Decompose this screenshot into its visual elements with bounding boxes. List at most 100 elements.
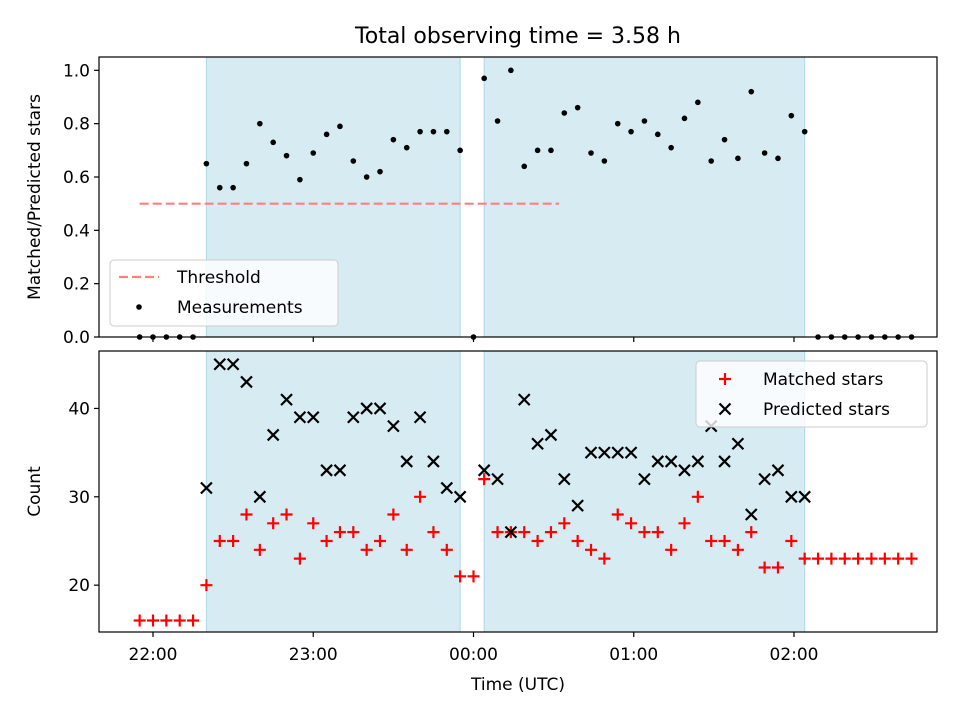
matched-stars-point [585, 543, 598, 556]
matched-stars-point [718, 534, 731, 547]
bottom-series-x [200, 357, 811, 539]
top-shaded-interval-1 [483, 56, 806, 338]
matched-stars-point [705, 534, 718, 547]
legend-box [109, 259, 339, 327]
measurement-point [323, 131, 330, 138]
matched-stars-point [427, 526, 440, 539]
matched-stars-point [892, 552, 905, 565]
measurement-point [654, 131, 661, 138]
matched-stars-point [491, 526, 504, 539]
matched-stars-point [518, 526, 531, 539]
matched-stars-point [638, 526, 651, 539]
measurement-point [628, 128, 634, 135]
x-tick-label: 22:00 [129, 645, 178, 665]
predicted-stars-point [360, 402, 373, 415]
predicted-stars-point [731, 437, 745, 451]
measurement-point [548, 147, 554, 154]
matched-stars-point [414, 490, 427, 503]
legend-matched-label: Matched stars [763, 370, 883, 390]
predicted-stars-point [584, 446, 598, 459]
top-y-tick-label: 0.4 [63, 221, 90, 241]
measurement-point [337, 123, 343, 130]
predicted-stars-point [491, 472, 504, 486]
measurement-point [561, 110, 568, 116]
predicted-stars-point [226, 357, 240, 371]
matched-stars-point [625, 517, 638, 530]
predicted-stars-point [347, 410, 360, 424]
bottom-panel: 20 30 40 22:00 23:00 00:00 01:00 02:00 Count Matc… [25, 350, 938, 665]
top-panel: 0.0 0.2 0.4 0.6 0.8 1.0 Matched/Predicted star… [25, 56, 938, 348]
x-axis-label: Time (UTC) [470, 675, 565, 695]
predicted-stars-point [200, 481, 213, 495]
predicted-stars-point [427, 455, 440, 468]
measurement-point [390, 136, 397, 143]
matched-stars-point [333, 526, 346, 539]
matched-stars-point [598, 552, 611, 565]
matched-stars-point [798, 552, 811, 565]
measurement-point [403, 144, 410, 151]
predicted-stars-point [306, 410, 320, 424]
predicted-stars-point [624, 446, 638, 459]
matched-stars-point [825, 552, 838, 565]
predicted-stars-point [266, 428, 280, 442]
bottom-y-tick-label: 40 [68, 399, 90, 419]
matched-stars-point [865, 552, 878, 565]
matched-stars-point [187, 614, 200, 627]
measurement-point [377, 168, 383, 175]
predicted-stars-point [531, 437, 544, 451]
matched-stars-point [227, 534, 240, 547]
predicted-stars-point [544, 428, 558, 442]
predicted-stars-point [744, 508, 758, 521]
measurement-point [801, 128, 808, 135]
measurement-point [761, 150, 768, 156]
measurement-point [748, 88, 755, 95]
matched-stars-point [905, 552, 918, 565]
matched-stars-point [852, 552, 865, 565]
matched-stars-point [665, 543, 678, 556]
measurement-point [494, 118, 501, 124]
x-tick-label: 00:00 [449, 645, 498, 665]
predicted-stars-point [611, 446, 625, 459]
bottom-shaded-interval-0 [205, 350, 461, 633]
matched-stars-point [467, 570, 480, 583]
predicted-stars-point [400, 455, 414, 468]
measurement-point [203, 160, 210, 167]
matched-stars-point [387, 508, 400, 521]
predicted-stars-point [664, 455, 678, 468]
top-y-tick-label: 0.6 [63, 168, 90, 188]
top-axes-frame [98, 56, 938, 338]
matched-stars-point [307, 517, 320, 530]
measurement-point [443, 128, 450, 135]
measurement-point [430, 128, 437, 135]
measurement-point [574, 104, 581, 111]
measurement-point [283, 152, 290, 159]
matched-stars-point [651, 526, 664, 539]
legend-box [695, 360, 928, 428]
bottom-legend: Matched stars Predicted stars [695, 360, 928, 428]
matched-stars-point [374, 534, 387, 547]
predicted-stars-point [280, 393, 293, 406]
predicted-stars-point [373, 402, 387, 415]
measurement-point [735, 155, 741, 162]
matched-stars-point [200, 579, 213, 592]
top-y-tick-label: 0.8 [63, 115, 90, 135]
matched-stars-point [678, 517, 691, 530]
matched-stars-point [745, 526, 758, 539]
x-tick-label: 02:00 [770, 645, 819, 665]
measurement-point [788, 112, 795, 119]
matched-stars-point [758, 561, 771, 574]
predicted-stars-point [333, 464, 347, 477]
predicted-stars-point [477, 464, 491, 477]
measurement-point [350, 158, 357, 164]
predicted-stars-point [571, 499, 584, 512]
legend-predicted-swatch [718, 402, 732, 416]
predicted-stars-point [413, 410, 427, 424]
predicted-stars-point [387, 419, 400, 433]
measurement-point [614, 120, 621, 127]
measurement-point [521, 163, 528, 170]
measurement-point [588, 150, 594, 156]
top-y-axis-label: Matched/Predicted stars [25, 94, 45, 300]
matched-stars-point [544, 526, 557, 539]
matched-stars-point [838, 552, 851, 565]
